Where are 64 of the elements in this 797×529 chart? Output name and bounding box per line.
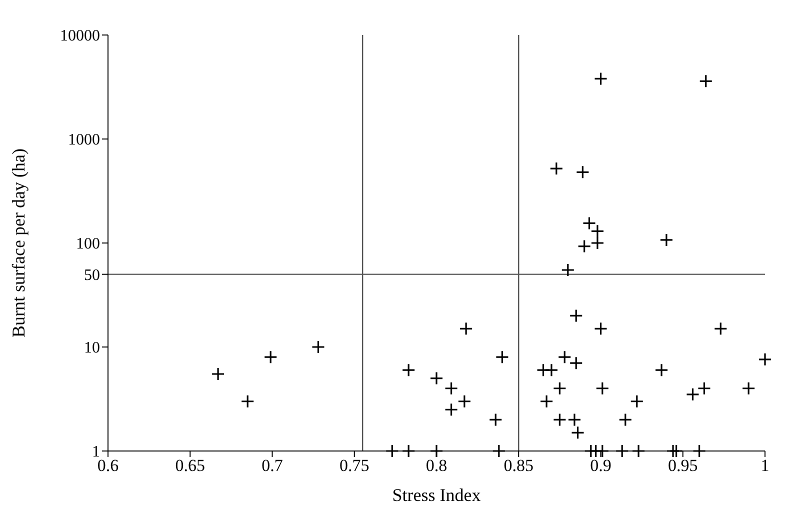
- point: [632, 444, 646, 458]
- y-tick-label: 10000: [60, 28, 100, 45]
- point: [699, 74, 713, 88]
- point: [311, 340, 326, 354]
- y-axis-title: Burnt surface per day (ha): [8, 148, 28, 338]
- point: [570, 426, 585, 440]
- point: [714, 322, 728, 336]
- point: [742, 382, 756, 396]
- x-tick-label: 0.75: [340, 456, 370, 476]
- point: [402, 363, 416, 377]
- point: [697, 382, 712, 396]
- point: [495, 350, 509, 364]
- x-tick-label: 0.7: [262, 456, 284, 476]
- y-tick-label: 1000: [68, 132, 100, 149]
- point: [660, 233, 674, 247]
- y-tick-label: 100: [76, 236, 100, 253]
- point: [444, 382, 458, 396]
- x-tick-label: 0.8: [426, 456, 448, 476]
- point: [444, 402, 458, 416]
- y-tick-label: 50: [84, 266, 100, 284]
- y-tick-label: 10: [84, 340, 100, 357]
- point: [458, 394, 472, 408]
- y-tick-label: 1: [92, 444, 100, 461]
- point: [630, 394, 644, 408]
- point: [596, 382, 610, 396]
- point: [492, 444, 506, 458]
- point: [552, 382, 566, 396]
- point: [615, 444, 629, 458]
- point: [561, 263, 575, 277]
- point: [488, 412, 502, 426]
- point: [544, 363, 558, 377]
- point: [594, 322, 608, 336]
- point: [264, 350, 278, 364]
- point: [569, 308, 583, 322]
- point: [594, 72, 608, 86]
- x-tick-label: 0.9: [590, 456, 612, 476]
- point: [552, 412, 566, 426]
- point: [590, 236, 604, 250]
- point: [576, 165, 590, 179]
- x-tick-label: 0.85: [504, 456, 534, 476]
- point: [550, 162, 564, 176]
- x-tick-label: 1: [760, 456, 770, 476]
- point: [430, 372, 444, 386]
- point: [596, 444, 610, 458]
- point: [558, 350, 572, 364]
- point: [654, 363, 668, 377]
- x-tick-label: 0.95: [668, 456, 698, 476]
- point: [758, 352, 772, 366]
- point: [692, 444, 706, 458]
- point: [459, 322, 473, 336]
- x-tick-label: 0.6: [97, 456, 119, 476]
- point: [540, 394, 554, 408]
- point: [686, 388, 700, 402]
- point: [402, 444, 416, 458]
- x-tick-label: 0.65: [175, 456, 205, 476]
- point: [385, 444, 399, 458]
- point: [240, 394, 254, 408]
- point: [670, 444, 684, 458]
- point: [211, 367, 225, 381]
- point: [569, 356, 583, 370]
- point: [618, 412, 632, 426]
- point: [568, 412, 582, 426]
- point: [578, 239, 592, 254]
- x-axis-title: Stress Index: [392, 485, 481, 505]
